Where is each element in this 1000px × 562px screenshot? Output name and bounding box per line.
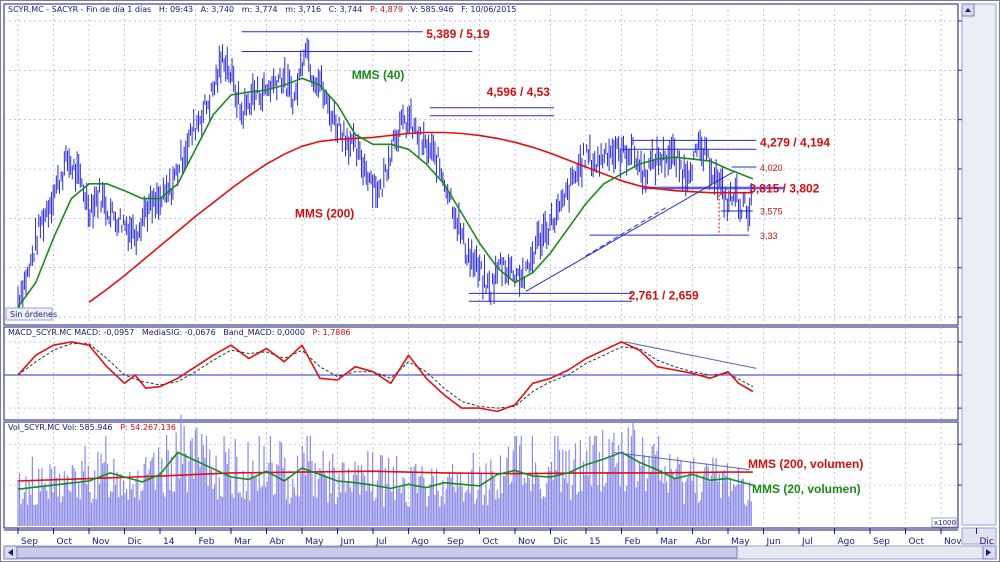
- month-label: Ago: [412, 537, 430, 547]
- macd-header-label: MACD_SCYR.MC MACD: -0,0957: [8, 328, 134, 337]
- header-a: A: 3,740: [201, 5, 234, 14]
- vol-header-text: Vol_SCYR.MC Vol: 585.946 P: 54.267.136: [8, 423, 176, 432]
- macd-divergence-line: [624, 341, 757, 369]
- month-label: Oct: [483, 537, 499, 547]
- annotation-3815: 3,815 / 3,802: [749, 182, 819, 196]
- macd-header-band: Band_MACD: 0,0000: [223, 328, 305, 337]
- annotation-333: 3,33: [760, 231, 778, 241]
- label-mms40: MMS (40): [352, 68, 405, 82]
- scroll-up-icon: [965, 8, 971, 12]
- month-label: Ago: [838, 537, 856, 547]
- month-label: Jul: [375, 537, 387, 547]
- macd-series: [17, 341, 757, 413]
- month-label: Oct: [57, 537, 73, 547]
- month-label: Oct: [909, 537, 925, 547]
- month-label: Abr: [270, 537, 286, 547]
- annotation-5389: 5,389 / 5,19: [426, 27, 490, 41]
- header-f: F: 10/06/2015: [461, 5, 516, 14]
- corner-box: [961, 527, 997, 545]
- volume-annotations: MMS (200, volumen) MMS (20, volumen): [748, 457, 863, 496]
- annotation-4596: 4,596 / 4,53: [487, 85, 551, 99]
- macd-header-p: P: 1,7886: [313, 328, 351, 337]
- month-label: May: [305, 537, 324, 547]
- volume-bars: [17, 414, 752, 526]
- month-label: May: [731, 537, 750, 547]
- price-scale-strip: [961, 3, 997, 526]
- month-label: Jun: [766, 537, 781, 547]
- price-grid: [4, 4, 977, 325]
- vol-header-label: Vol_SCYR.MC Vol: 585.946: [8, 423, 113, 432]
- annotation-4020: 4,020: [760, 163, 783, 173]
- month-label: Dic: [128, 537, 142, 547]
- month-label: Abr: [696, 537, 712, 547]
- vol-ma200-line: [17, 470, 753, 482]
- price-series: [17, 37, 754, 311]
- month-label: Nov: [518, 537, 536, 547]
- month-label: Nov: [944, 537, 962, 547]
- macd-line: [17, 341, 754, 413]
- price-panel: [3, 3, 959, 326]
- label-mms200: MMS (200): [295, 206, 354, 220]
- annotation-4279: 4,279 / 4,194: [760, 135, 830, 149]
- price-header-text: SCYR.MC - SACYR - Fin de día 1 días H: 0…: [8, 5, 516, 14]
- header-symbol: SCYR.MC - SACYR - Fin de día 1 días: [8, 5, 151, 14]
- header-v: V: 585.946: [410, 5, 453, 14]
- vol-header-p: P: 54.267.136: [120, 423, 176, 432]
- month-label: Dic: [980, 537, 994, 547]
- month-label: Sep: [873, 537, 890, 547]
- scroll-right-icon: [986, 549, 991, 556]
- month-label: Jun: [340, 537, 355, 547]
- sma200-line: [88, 131, 753, 303]
- month-label: Jul: [801, 537, 813, 547]
- month-label: Feb: [199, 537, 215, 547]
- x1000-label: x1000: [934, 519, 956, 527]
- x1000-box: [931, 517, 957, 528]
- month-axis: Sep Oct Nov Dic 14 Feb Mar Abr May Jun Jul Ago Sep Oc…: [4, 528, 994, 547]
- vol-ma20-line: [17, 451, 754, 490]
- price-annotations: 5,389 / 5,19 4,596 / 4,53 4,279 / 4,194 4,0…: [241, 27, 830, 302]
- month-label: Feb: [625, 537, 641, 547]
- month-label: Dic: [554, 537, 568, 547]
- month-label: 14: [163, 537, 175, 547]
- month-label: Mar: [660, 537, 677, 547]
- label-vol-mms200: MMS (200, volumen): [748, 457, 863, 471]
- macd-header-sig: MediaSIG: -0,0676: [142, 328, 216, 337]
- header-mn: m: 3,716: [285, 5, 321, 14]
- header-m: m: 3,774: [242, 5, 278, 14]
- macd-header-text: MACD_SCYR.MC MACD: -0,0957 MediaSIG: -0,…: [8, 328, 351, 337]
- volume-grid: [4, 422, 977, 528]
- month-label: Mar: [234, 537, 251, 547]
- month-label: Nov: [92, 537, 110, 547]
- sin-ordenes-box: [5, 307, 53, 321]
- month-label: 15: [589, 537, 600, 547]
- scroll-thumb[interactable]: [16, 546, 738, 559]
- uptrend-line: [525, 170, 736, 292]
- sma40-line: [17, 77, 754, 308]
- sin-ordenes-label: Sin órdenes: [10, 309, 57, 319]
- scroll-left-icon: [8, 549, 13, 556]
- label-vol-mms20: MMS (20, volumen): [752, 482, 861, 496]
- vol-trend-line: [614, 451, 750, 471]
- annotation-3575: 3,575: [760, 206, 783, 216]
- header-p: P: 4,879: [370, 5, 403, 14]
- month-label: Sep: [21, 537, 38, 547]
- header-c: C: 3,744: [329, 5, 363, 14]
- annotation-2761: 2,761 / 2,659: [629, 288, 699, 302]
- volume-series: [17, 451, 754, 490]
- header-h: H: 09:43: [159, 5, 193, 14]
- macd-panel: [3, 326, 959, 421]
- month-label: Sep: [447, 537, 464, 547]
